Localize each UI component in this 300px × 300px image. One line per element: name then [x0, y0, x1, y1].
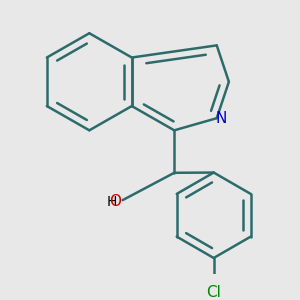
Text: N: N	[216, 111, 227, 126]
Text: Cl: Cl	[206, 285, 221, 300]
Text: H: H	[106, 195, 117, 208]
Text: O: O	[109, 194, 121, 209]
